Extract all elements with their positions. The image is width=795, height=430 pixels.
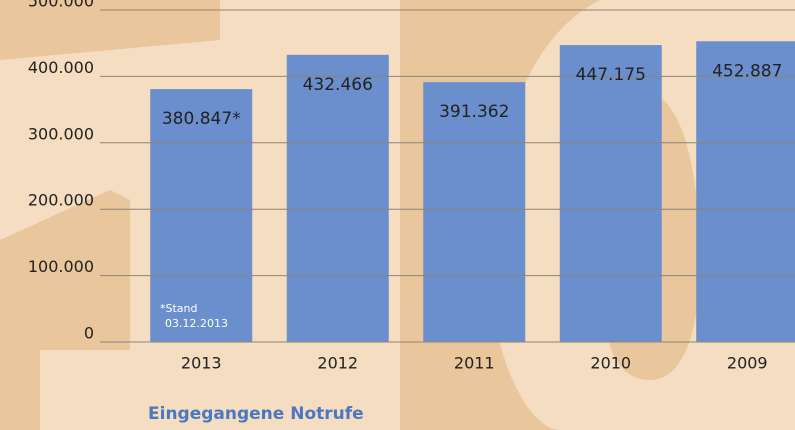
bar [696, 41, 795, 343]
bar [559, 45, 662, 342]
x-tick-label: 2011 [454, 354, 495, 373]
value-label: 432.466 [303, 75, 373, 95]
value-label: 380.847* [162, 109, 241, 129]
y-tick-label: 200.000 [28, 191, 94, 210]
value-label: 447.175 [576, 65, 646, 85]
y-tick-label: 100.000 [28, 257, 94, 276]
y-tick-label: 400.000 [28, 58, 94, 77]
x-tick-label: 2010 [590, 354, 631, 373]
bar [286, 54, 389, 342]
bar [423, 82, 526, 343]
y-tick-label: 300.000 [28, 124, 94, 143]
y-tick-label: 500.000 [28, 0, 94, 11]
annotation: *Stand [160, 302, 198, 315]
value-label: 391.362 [439, 102, 509, 122]
chart-title: Eingegangene Notrufe [148, 404, 364, 424]
annotation: 03.12.2013 [165, 317, 228, 330]
decor [40, 350, 130, 430]
x-tick-label: 2013 [181, 354, 222, 373]
x-tick-label: 2009 [727, 354, 768, 373]
value-label: 452.887 [712, 61, 782, 81]
bar [150, 89, 253, 343]
x-tick-label: 2012 [317, 354, 358, 373]
y-tick-label: 0 [84, 324, 94, 343]
